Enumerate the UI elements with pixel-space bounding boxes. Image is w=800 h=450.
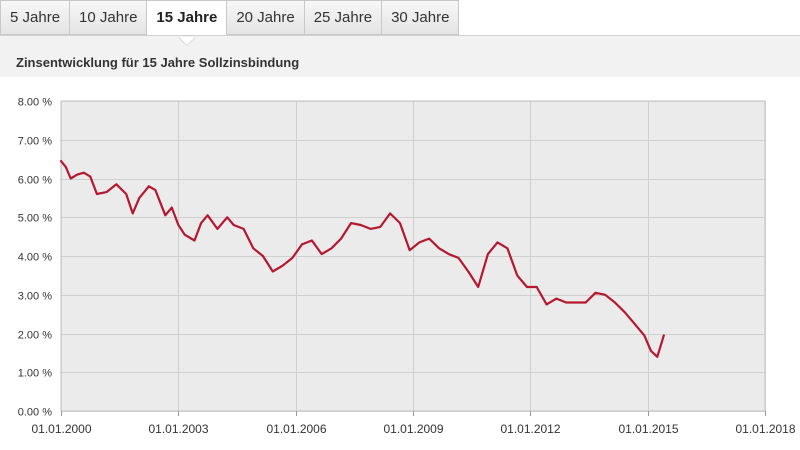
y-tick-label: 6.00 % xyxy=(18,175,52,187)
interest-rate-chart: 0.00 % 1.00 % 2.00 % 3.00 % 4.00 % 5.00 % 6.00… xyxy=(18,97,796,437)
x-tick-label: 01.01.2018 xyxy=(735,422,795,436)
tab-20-jahre[interactable]: 20 Jahre xyxy=(227,0,305,35)
y-tick-label: 0.00 % xyxy=(18,407,52,419)
tab-30-jahre[interactable]: 30 Jahre xyxy=(382,0,460,35)
tab-5-jahre[interactable]: 5 Jahre xyxy=(0,0,71,35)
chart-panel-header xyxy=(0,35,800,77)
y-tick-label: 7.00 % xyxy=(18,136,52,148)
term-tabs: 5 Jahre 10 Jahre 15 Jahre 20 Jahre 25 Ja… xyxy=(0,0,800,46)
chart-title: Zinsentwicklung für 15 Jahre Sollzinsbin… xyxy=(16,55,300,70)
tab-15-jahre[interactable]: 15 Jahre xyxy=(147,0,228,46)
x-tick-label: 01.01.2015 xyxy=(618,422,678,436)
tab-25-jahre[interactable]: 25 Jahre xyxy=(304,0,383,35)
y-tick-label: 8.00 % xyxy=(18,97,52,109)
y-tick-label: 4.00 % xyxy=(18,252,52,264)
x-tick-label: 01.01.2000 xyxy=(31,422,91,436)
x-tick-label: 01.01.2012 xyxy=(500,422,560,436)
rate-series-line xyxy=(59,159,665,358)
y-tick-label: 3.00 % xyxy=(18,291,52,303)
x-tick-label: 01.01.2009 xyxy=(383,422,443,436)
x-tick-label: 01.01.2003 xyxy=(148,422,208,436)
x-tick-label: 01.01.2006 xyxy=(266,422,326,436)
y-tick-label: 5.00 % xyxy=(18,213,52,225)
y-tick-label: 2.00 % xyxy=(18,330,52,342)
tab-10-jahre[interactable]: 10 Jahre xyxy=(70,0,148,35)
y-tick-label: 1.00 % xyxy=(18,368,52,380)
